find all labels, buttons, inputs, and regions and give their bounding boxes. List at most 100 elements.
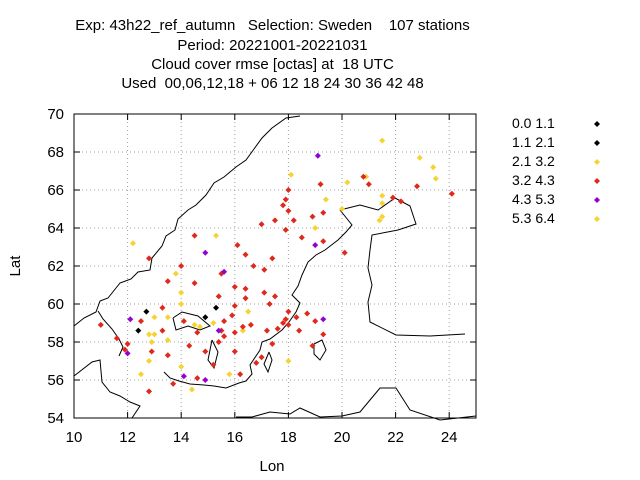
- data-point-2.1-3.2: [226, 371, 233, 378]
- data-point-3.2-4.3: [258, 354, 265, 361]
- coastline-finland: [339, 197, 466, 337]
- data-point-3.2-4.3: [285, 308, 292, 315]
- data-point-2.1-3.2: [178, 301, 185, 307]
- data-point-3.2-4.3: [113, 335, 120, 342]
- data-point-2.1-3.2: [138, 371, 144, 378]
- data-point-3.2-4.3: [191, 232, 198, 239]
- data-point-4.3-5.3: [127, 316, 134, 323]
- data-point-3.2-4.3: [242, 295, 249, 302]
- data-point-3.2-4.3: [231, 329, 238, 336]
- coastline-oland: [263, 351, 273, 374]
- data-point-3.2-4.3: [272, 217, 278, 224]
- coastline-sweden-east: [163, 209, 353, 389]
- y-tick-label: 68: [47, 144, 64, 161]
- legend-label: 5.3 6.4: [512, 210, 555, 226]
- data-point-3.2-4.3: [290, 217, 297, 224]
- data-point-3.2-4.3: [237, 371, 244, 378]
- data-point-2.1-3.2: [151, 314, 158, 321]
- data-point-3.2-4.3: [309, 213, 316, 220]
- data-point-2.1-3.2: [239, 327, 246, 334]
- coastline-gotland: [313, 339, 327, 361]
- x-tick-label: 14: [173, 429, 190, 446]
- coastline-vattern: [207, 339, 219, 370]
- data-point-3.2-4.3: [304, 310, 311, 317]
- data-point-3.2-4.3: [448, 190, 455, 197]
- data-point-2.1-3.2: [379, 200, 386, 207]
- x-tick-label: 22: [387, 429, 404, 446]
- legend-label: 4.3 5.3: [512, 191, 555, 207]
- data-point-3.2-4.3: [186, 342, 193, 349]
- legend: 0.0 1.1 1.1 2.1 2.1 3.2 3.2 4.3 4.3 5.3 5.3 6…: [512, 115, 600, 226]
- data-point-3.2-4.3: [282, 226, 289, 233]
- data-point-2.1-3.2: [379, 137, 386, 144]
- data-point-3.2-4.3: [320, 209, 327, 216]
- y-axis-label: Lat: [7, 255, 24, 277]
- data-point-2.1-3.2: [416, 154, 423, 161]
- data-point-3.2-4.3: [178, 263, 185, 269]
- coastline-norway-west: [73, 115, 301, 327]
- data-point-3.2-4.3: [138, 318, 144, 325]
- legend-marker: [594, 121, 600, 127]
- data-point-2.1-3.2: [164, 337, 171, 344]
- data-point-3.2-4.3: [365, 181, 372, 188]
- data-point-1.1-2.1: [135, 327, 142, 334]
- data-point-2.1-3.2: [129, 240, 136, 247]
- data-point-3.2-4.3: [285, 187, 292, 193]
- data-point-2.1-3.2: [210, 320, 217, 326]
- data-point-3.2-4.3: [293, 314, 300, 321]
- y-tick-label: 56: [47, 372, 64, 389]
- data-point-2.1-3.2: [430, 164, 437, 171]
- data-point-2.1-3.2: [339, 206, 345, 212]
- legend-marker: [594, 178, 600, 184]
- data-point-3.2-4.3: [298, 234, 305, 241]
- y-tick-label: 64: [47, 220, 64, 237]
- data-point-3.2-4.3: [124, 340, 131, 347]
- data-point-3.2-4.3: [242, 251, 249, 258]
- x-tick-label: 18: [280, 429, 297, 446]
- data-point-3.2-4.3: [194, 375, 201, 382]
- data-point-2.1-3.2: [146, 358, 153, 364]
- data-point-3.2-4.3: [414, 183, 421, 190]
- data-point-2.1-3.2: [432, 175, 439, 182]
- data-point-2.1-3.2: [148, 339, 155, 345]
- data-point-3.2-4.3: [97, 321, 104, 328]
- data-point-3.2-4.3: [253, 359, 260, 366]
- y-tick-label: 70: [47, 106, 64, 123]
- data-point-3.2-4.3: [341, 249, 348, 256]
- x-tick-label: 16: [226, 429, 243, 446]
- chart-title-line-2: Period: 20221001-20221031: [177, 37, 368, 54]
- data-point-3.2-4.3: [164, 352, 171, 359]
- x-axis-label: Lon: [259, 458, 284, 475]
- y-tick-label: 58: [47, 334, 64, 351]
- data-point-3.2-4.3: [317, 181, 324, 188]
- legend-label: 1.1 2.1: [512, 134, 555, 150]
- data-point-2.1-3.2: [344, 179, 351, 186]
- data-point-4.3-5.3: [124, 350, 131, 357]
- data-point-0.0-1.1: [202, 314, 209, 321]
- x-tick-label: 12: [119, 429, 136, 446]
- y-tick-label: 60: [47, 296, 64, 313]
- data-point-2.1-3.2: [178, 289, 185, 296]
- data-point-4.3-5.3: [202, 377, 209, 383]
- data-point-3.2-4.3: [221, 318, 228, 325]
- data-point-3.2-4.3: [285, 321, 292, 328]
- data-point-1.1-2.1: [213, 304, 220, 311]
- data-point-4.3-5.3: [180, 373, 187, 380]
- coastline-lakes: [172, 311, 211, 331]
- data-point-3.2-4.3: [263, 327, 270, 334]
- grid: [74, 113, 476, 418]
- data-point-3.2-4.3: [231, 302, 238, 309]
- data-points: [97, 137, 455, 395]
- data-point-3.2-4.3: [320, 331, 327, 338]
- data-point-3.2-4.3: [274, 325, 281, 332]
- axis-ticks: 10 12 14 16 18 20 22 24 54 56 58 60 62 64 66 68 70: [47, 106, 476, 446]
- chart-title-line-1: Exp: 43h22_ref_autumn Selection: Sweden …: [75, 17, 470, 34]
- data-point-3.2-4.3: [282, 196, 289, 203]
- data-point-3.2-4.3: [164, 278, 171, 285]
- legend-label: 2.1 3.2: [512, 153, 555, 169]
- legend-marker: [594, 197, 600, 203]
- chart-title-line-3: Cloud cover rmse [octas] at 18 UTC: [151, 56, 394, 73]
- data-point-2.1-3.2: [191, 321, 198, 328]
- data-point-2.1-3.2: [213, 232, 220, 239]
- data-point-3.2-4.3: [389, 194, 396, 201]
